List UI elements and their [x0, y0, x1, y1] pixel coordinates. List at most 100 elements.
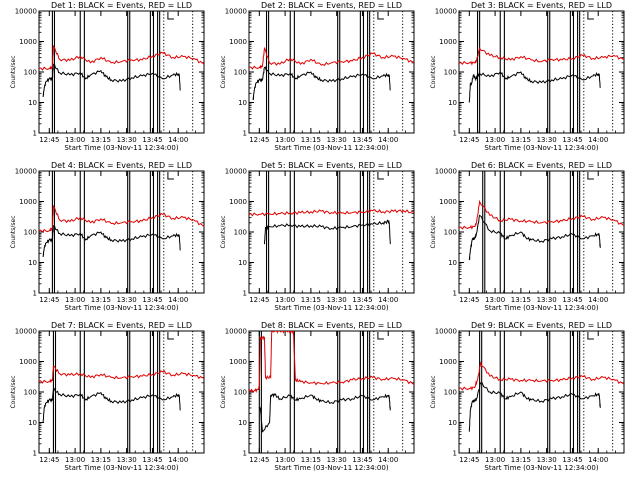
y-tick-label: 1 [243, 130, 247, 138]
corner-bracket-mark [167, 12, 174, 20]
panel-title: Det 7: BLACK = Events, RED = LLD [51, 321, 192, 330]
x-tick-label: 12:45 [249, 296, 269, 304]
y-tick-label: 10000 [15, 8, 37, 16]
y-tick-label: 100 [444, 389, 457, 397]
panel-title: Det 9: BLACK = Events, RED = LLD [471, 321, 612, 330]
x-tick-label: 13:30 [537, 296, 557, 304]
plot-frame [248, 330, 415, 454]
y-tick-label: 1 [453, 450, 457, 458]
x-tick-label: 13:30 [117, 296, 137, 304]
x-tick-label: 13:45 [562, 456, 582, 464]
plot-frame [458, 330, 625, 454]
panel-title: Det 2: BLACK = Events, RED = LLD [261, 1, 402, 10]
x-tick-label: 13:30 [327, 296, 347, 304]
lld-rate-line [39, 204, 204, 233]
x-tick-label: 13:00 [275, 136, 295, 144]
x-axis-label: Start Time (03-Nov-11 12:34:00) [274, 464, 388, 472]
lld-rate-line [249, 331, 414, 394]
x-tick-label: 13:00 [485, 136, 505, 144]
lld-rate-line [249, 46, 414, 70]
x-tick-label: 13:00 [65, 296, 85, 304]
x-axis-label: Start Time (03-Nov-11 12:34:00) [274, 144, 388, 152]
y-tick-label: 100 [444, 229, 457, 237]
y-tick-label: 10000 [15, 328, 37, 336]
x-tick-label: 12:45 [39, 296, 59, 304]
y-tick-label: 100 [234, 69, 247, 77]
x-tick-label: 12:45 [39, 136, 59, 144]
x-axis-label: Start Time (03-Nov-11 12:34:00) [484, 144, 598, 152]
y-axis-label: Counts/sec [430, 55, 437, 88]
y-tick-label: 1000 [19, 198, 37, 206]
plot-frame [38, 330, 205, 454]
plot-frame [458, 170, 625, 294]
corner-bracket-mark [167, 332, 174, 340]
x-tick-label: 12:45 [39, 456, 59, 464]
y-tick-label: 1 [33, 450, 37, 458]
y-tick-label: 1000 [19, 358, 37, 366]
lld-rate-line [459, 47, 624, 66]
y-tick-label: 100 [234, 389, 247, 397]
corner-bracket-mark [377, 332, 384, 340]
y-tick-label: 1 [453, 290, 457, 298]
y-tick-label: 100 [24, 229, 37, 237]
x-tick-label: 14:00 [378, 456, 398, 464]
x-axis-label: Start Time (03-Nov-11 12:34:00) [274, 304, 388, 312]
y-tick-label: 100 [24, 389, 37, 397]
y-tick-label: 10 [28, 419, 37, 427]
x-tick-label: 13:45 [352, 456, 372, 464]
y-tick-label: 10 [28, 259, 37, 267]
events-rate-line [264, 219, 391, 245]
panel-title: Det 3: BLACK = Events, RED = LLD [471, 1, 612, 10]
panel-title: Det 4: BLACK = Events, RED = LLD [51, 161, 192, 170]
y-tick-label: 10000 [225, 168, 247, 176]
x-tick-label: 13:00 [485, 296, 505, 304]
x-tick-label: 13:45 [142, 296, 162, 304]
x-axis-label: Start Time (03-Nov-11 12:34:00) [64, 464, 178, 472]
corner-bracket-mark [377, 12, 384, 20]
panel-det-4: Det 4: BLACK = Events, RED = LLD 1 10 100 10… [10, 161, 205, 312]
corner-bracket-mark [167, 172, 174, 180]
x-tick-label: 13:30 [117, 136, 137, 144]
y-axis-label: Counts/sec [430, 215, 437, 248]
x-tick-label: 13:15 [301, 456, 321, 464]
x-tick-label: 13:30 [327, 136, 347, 144]
y-tick-label: 1000 [439, 38, 457, 46]
events-rate-line [468, 214, 601, 261]
panel-title: Det 8: BLACK = Events, RED = LLD [261, 321, 402, 330]
y-axis-label: Counts/sec [10, 55, 17, 88]
x-tick-label: 13:00 [275, 296, 295, 304]
x-tick-label: 14:00 [378, 136, 398, 144]
lld-rate-line [39, 44, 204, 71]
y-tick-label: 10000 [435, 328, 457, 336]
panel-title: Det 5: BLACK = Events, RED = LLD [261, 161, 402, 170]
y-tick-label: 1000 [19, 38, 37, 46]
panel-title: Det 6: BLACK = Events, RED = LLD [471, 161, 612, 170]
x-tick-label: 13:15 [91, 456, 111, 464]
events-rate-line [468, 382, 601, 432]
events-rate-line [42, 225, 181, 258]
x-tick-label: 13:00 [275, 456, 295, 464]
x-tick-label: 13:15 [301, 296, 321, 304]
x-tick-label: 12:45 [459, 296, 479, 304]
x-tick-label: 12:45 [459, 136, 479, 144]
corner-bracket-mark [587, 172, 594, 180]
lld-rate-line [39, 365, 204, 384]
x-axis-label: Start Time (03-Nov-11 12:34:00) [484, 464, 598, 472]
y-tick-label: 10 [28, 99, 37, 107]
events-rate-line [252, 66, 391, 101]
y-tick-label: 10 [238, 419, 247, 427]
y-tick-label: 10 [448, 259, 457, 267]
panel-det-5: Det 5: BLACK = Events, RED = LLD 1 10 100 10… [220, 161, 415, 312]
x-tick-label: 13:45 [142, 456, 162, 464]
y-tick-label: 10000 [435, 168, 457, 176]
y-tick-label: 1000 [229, 198, 247, 206]
y-tick-label: 100 [234, 229, 247, 237]
x-tick-label: 13:15 [511, 296, 531, 304]
y-tick-label: 10 [448, 419, 457, 427]
y-tick-label: 10000 [435, 8, 457, 16]
x-tick-label: 13:30 [537, 456, 557, 464]
x-tick-label: 13:15 [301, 136, 321, 144]
x-tick-label: 14:00 [588, 136, 608, 144]
x-tick-label: 13:30 [537, 136, 557, 144]
